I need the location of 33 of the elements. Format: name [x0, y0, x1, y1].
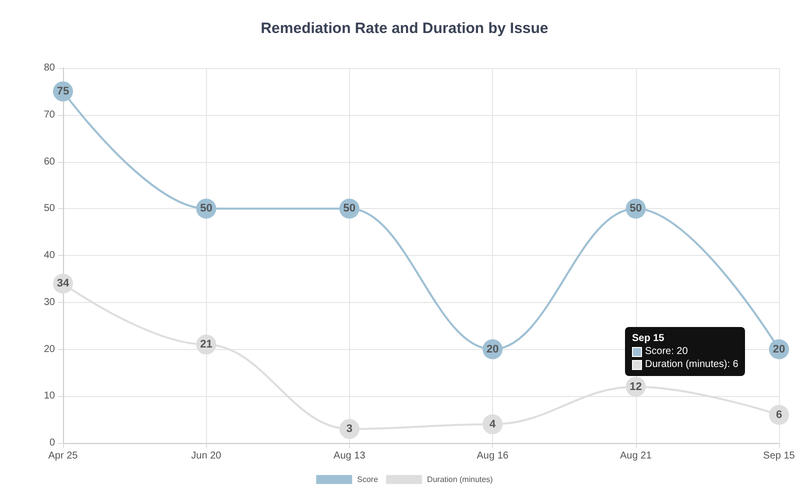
x-tick-label: Aug 21: [620, 450, 652, 462]
x-tick-label: Sep 15: [763, 450, 796, 462]
annotation: Duration (minutes): 6: [645, 358, 738, 372]
data-label: 20: [772, 343, 786, 356]
y-tick-label: 10: [44, 390, 56, 402]
y-tick-label: 0: [49, 438, 56, 448]
data-label: 12: [630, 380, 642, 393]
y-tick-label: 60: [44, 156, 56, 168]
y-tick-label: 30: [44, 296, 56, 308]
y-tick-label: 80: [44, 62, 56, 74]
data-label: 20: [486, 343, 499, 356]
x-tick-label: Aug 16: [476, 450, 509, 462]
x-tick-label: Apr 25: [48, 450, 78, 462]
data-label: 6: [776, 408, 782, 421]
data-label: 50: [200, 202, 212, 215]
y-tick-label: 70: [44, 109, 56, 120]
data-label: 4: [490, 418, 497, 430]
data-label: 50: [630, 202, 642, 215]
data-label: 34: [56, 278, 70, 290]
data-label: 50: [343, 202, 356, 215]
annotation: Sep 15: [632, 332, 664, 346]
annotation: Score: 20: [645, 345, 688, 358]
legend-label: Score: [357, 475, 379, 484]
x-tick-label: Jun 20: [191, 450, 222, 462]
chart-title: Remediation Rate and Duration by Issue: [260, 20, 548, 37]
x-tick-label: Aug 13: [334, 450, 366, 462]
data-label: 75: [56, 85, 70, 98]
y-tick-label: 50: [44, 203, 56, 214]
legend-label: Duration (minutes): [427, 475, 494, 484]
data-label: 3: [346, 422, 352, 435]
data-label: 21: [200, 338, 212, 351]
y-tick-label: 20: [44, 344, 56, 355]
y-tick-label: 40: [44, 250, 56, 261]
